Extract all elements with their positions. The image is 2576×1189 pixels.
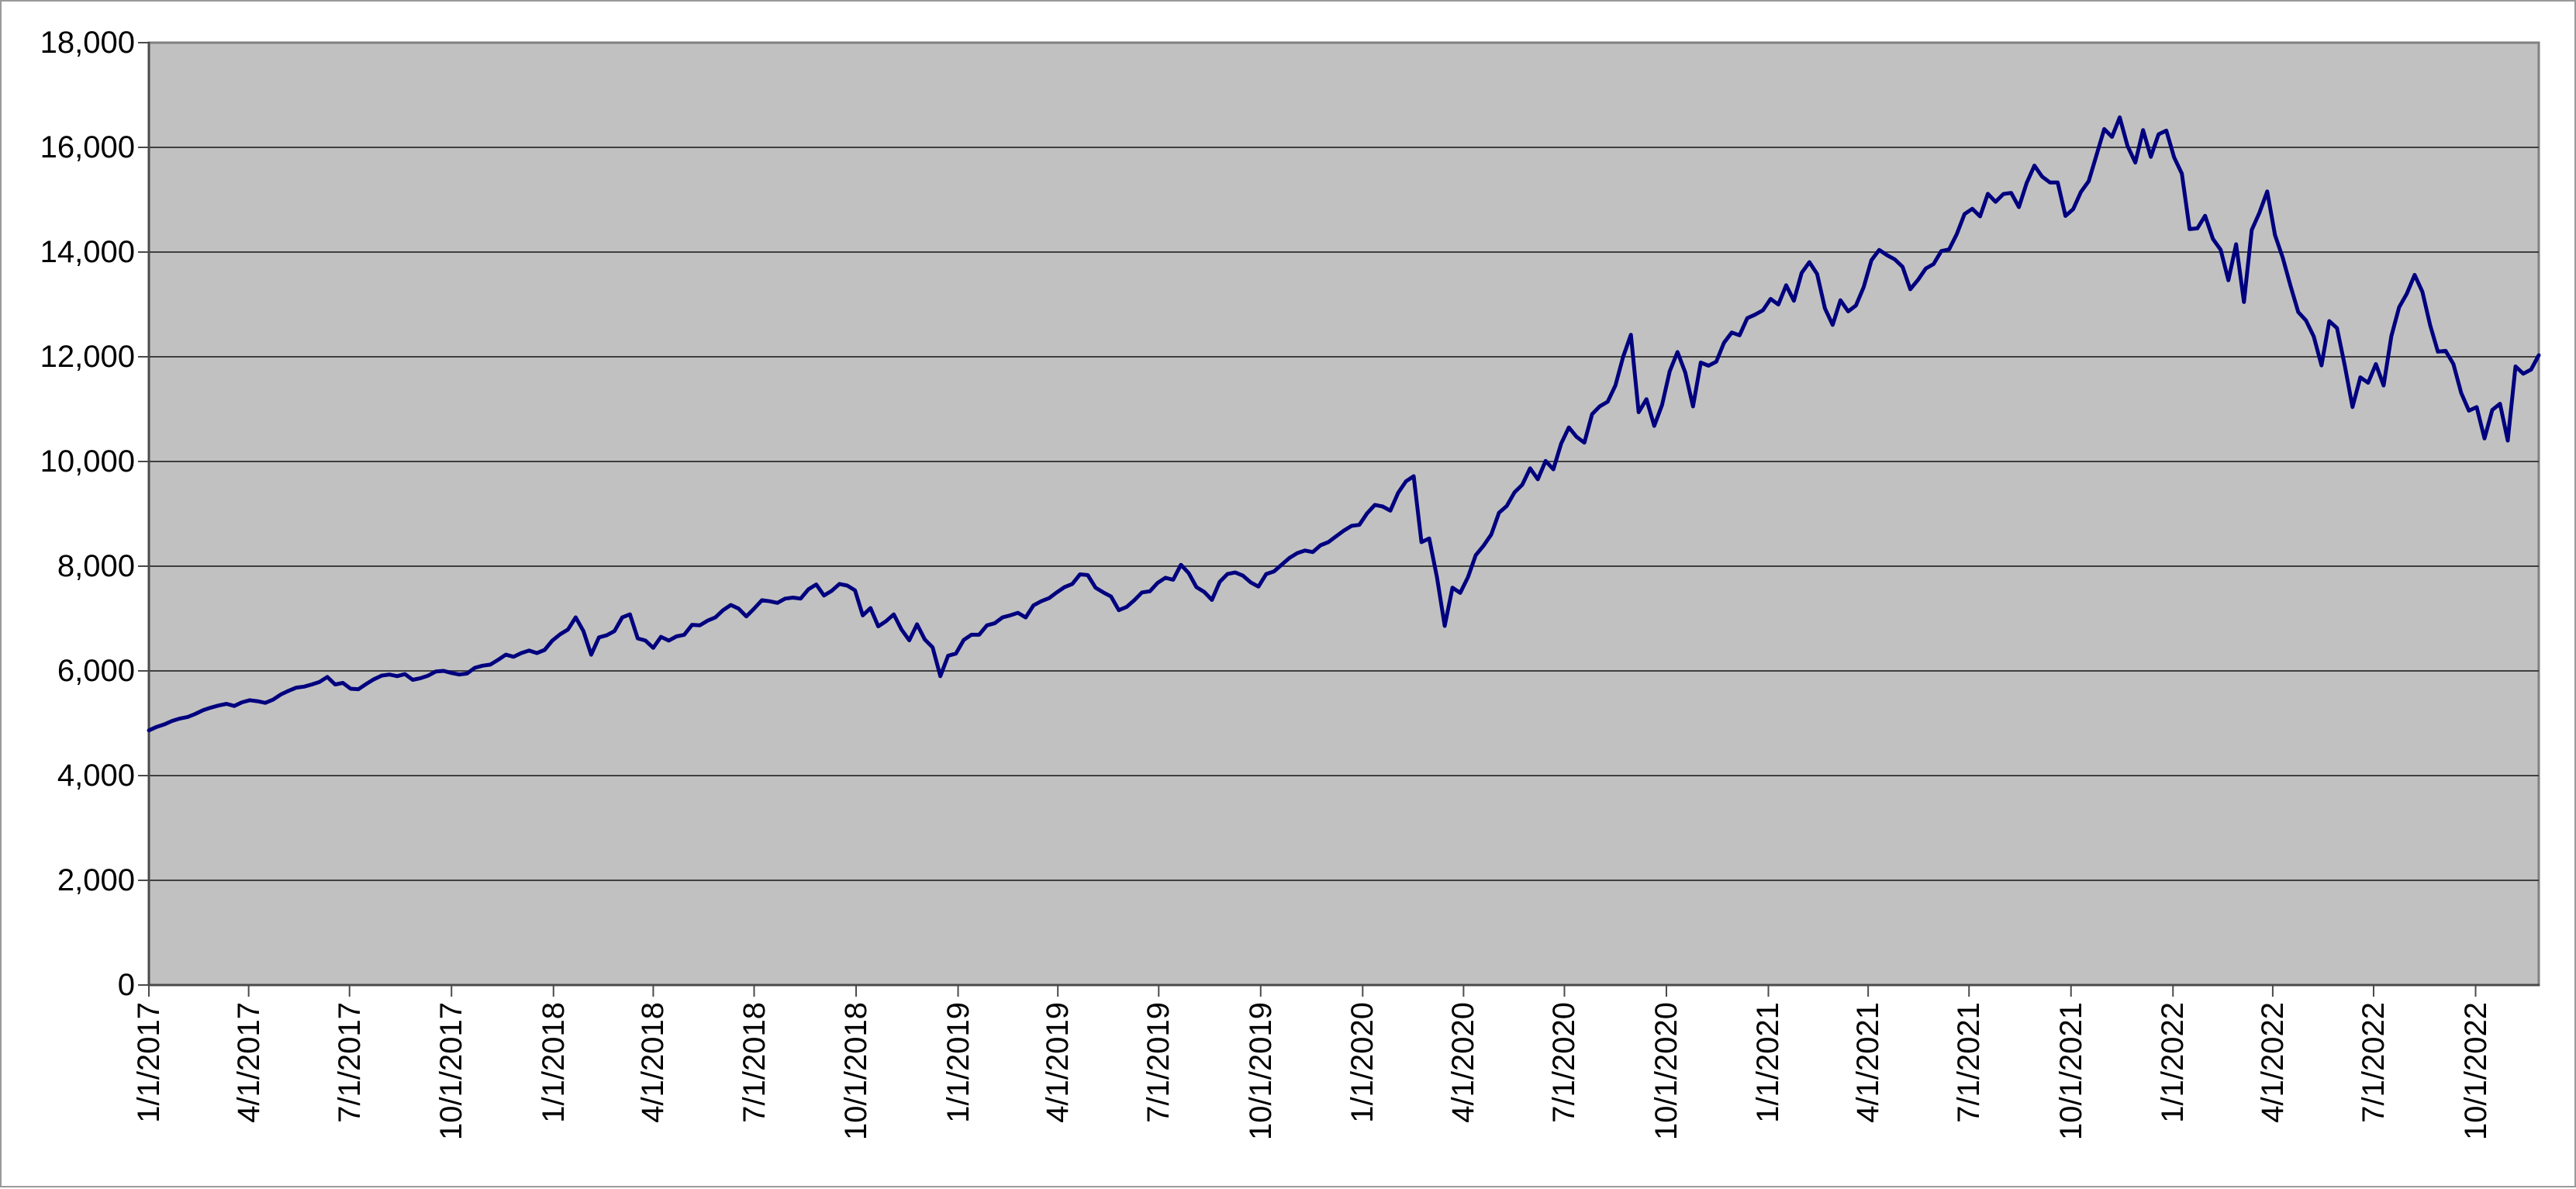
x-axis-tick-label: 4/1/2017 bbox=[231, 1002, 266, 1123]
x-axis-tick-label: 1/1/2018 bbox=[536, 1002, 571, 1123]
x-axis-tick-label: 7/1/2021 bbox=[1952, 1002, 1987, 1123]
y-axis-tick-label: 16,000 bbox=[40, 130, 135, 164]
x-axis-tick-label: 1/1/2019 bbox=[941, 1002, 975, 1123]
y-axis-tick-label: 12,000 bbox=[40, 340, 135, 374]
x-axis-tick-label: 1/1/2020 bbox=[1345, 1002, 1380, 1123]
x-axis-tick-label: 7/1/2022 bbox=[2357, 1002, 2391, 1123]
x-axis-tick-label: 4/1/2019 bbox=[1041, 1002, 1076, 1123]
x-axis-tick-label: 10/1/2017 bbox=[434, 1002, 469, 1140]
x-axis-tick-label: 1/1/2017 bbox=[132, 1002, 166, 1123]
y-axis-tick-label: 0 bbox=[117, 968, 135, 1002]
y-axis-tick-label: 18,000 bbox=[40, 26, 135, 60]
y-axis-tick-label: 2,000 bbox=[57, 863, 135, 897]
x-axis-tick-label: 4/1/2021 bbox=[1851, 1002, 1886, 1123]
x-axis-tick-label: 4/1/2022 bbox=[2255, 1002, 2290, 1123]
y-axis-tick-label: 8,000 bbox=[57, 549, 135, 583]
x-axis-tick-label: 1/1/2022 bbox=[2156, 1002, 2191, 1123]
y-axis-tick-label: 6,000 bbox=[57, 654, 135, 688]
x-axis-tick-label: 7/1/2020 bbox=[1547, 1002, 1582, 1123]
x-axis-tick-label: 7/1/2018 bbox=[737, 1002, 772, 1123]
x-axis-tick-label: 7/1/2017 bbox=[332, 1002, 367, 1123]
x-axis-tick-label: 10/1/2020 bbox=[1649, 1002, 1683, 1140]
y-axis-tick-label: 10,000 bbox=[40, 444, 135, 479]
plot-area-background bbox=[147, 41, 2540, 987]
x-axis-tick-label: 10/1/2022 bbox=[2458, 1002, 2493, 1140]
x-axis-tick-label: 10/1/2019 bbox=[1243, 1002, 1278, 1140]
x-axis-tick-label: 1/1/2021 bbox=[1751, 1002, 1786, 1123]
price-line bbox=[147, 115, 2541, 733]
x-axis-tick-label: 10/1/2018 bbox=[839, 1002, 874, 1140]
y-axis-tick-label: 4,000 bbox=[57, 759, 135, 793]
x-axis-tick-label: 7/1/2019 bbox=[1141, 1002, 1176, 1123]
x-axis-tick-label: 4/1/2020 bbox=[1446, 1002, 1481, 1123]
x-axis-tick-label: 10/1/2021 bbox=[2053, 1002, 2088, 1140]
y-axis-tick-label: 14,000 bbox=[40, 235, 135, 269]
x-axis-tick-label: 4/1/2018 bbox=[636, 1002, 671, 1123]
